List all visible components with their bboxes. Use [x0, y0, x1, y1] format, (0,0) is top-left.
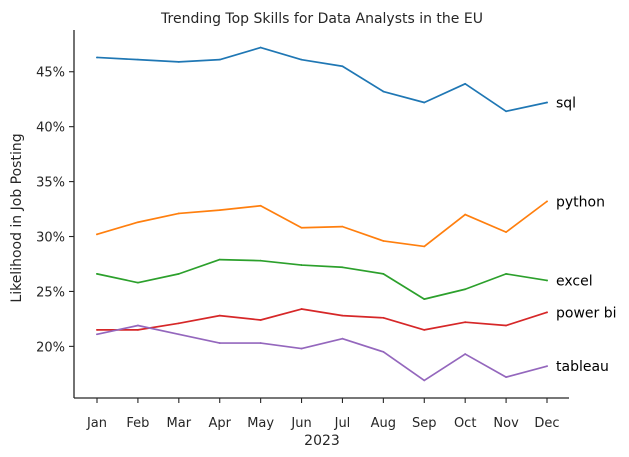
data-point-excel: [382, 272, 385, 275]
data-point-excel: [177, 272, 180, 275]
data-point-sql: [423, 101, 426, 104]
y-tick-label: 30%: [36, 231, 65, 246]
data-point-power-bi: [259, 319, 262, 321]
data-point-python: [300, 226, 303, 229]
data-point-python: [218, 209, 221, 212]
data-point-python: [137, 221, 139, 224]
data-point-power-bi: [96, 328, 98, 331]
y-tick-label: 25%: [36, 285, 65, 300]
data-point-excel: [546, 279, 548, 282]
y-tick-label: 40%: [36, 121, 65, 136]
series-line-power-bi: [96, 308, 548, 331]
x-tick-label: Jun: [290, 416, 311, 431]
data-point-tableau: [218, 342, 221, 344]
series-line-excel: [96, 258, 548, 300]
x-tick-label: Feb: [126, 416, 149, 431]
data-point-tableau: [382, 350, 385, 353]
data-point-python: [546, 200, 548, 203]
x-tick-label: May: [247, 416, 274, 431]
data-point-tableau: [137, 324, 139, 327]
data-point-tableau: [300, 347, 303, 350]
x-tick-label: Apr: [208, 416, 231, 431]
series-label-sql: sql: [556, 96, 576, 112]
x-tick-label: Jan: [86, 416, 107, 431]
data-point-sql: [96, 56, 98, 59]
data-point-tableau: [341, 337, 344, 340]
data-point-power-bi: [137, 328, 139, 331]
data-point-excel: [137, 281, 139, 284]
data-point-tableau: [464, 353, 467, 355]
data-point-power-bi: [341, 314, 344, 317]
data-point-excel: [300, 264, 303, 266]
x-tick-label: Aug: [371, 416, 396, 431]
data-point-tableau: [96, 333, 98, 336]
data-point-tableau: [423, 379, 426, 382]
data-point-power-bi: [505, 324, 507, 327]
data-point-sql: [382, 90, 385, 93]
data-point-sql: [218, 58, 221, 61]
data-point-excel: [96, 272, 98, 275]
data-point-sql: [464, 82, 467, 85]
data-point-sql: [341, 65, 344, 68]
data-point-excel: [259, 259, 262, 262]
y-tick-label: 45%: [36, 66, 65, 81]
series-label-python: python: [556, 194, 605, 210]
data-point-excel: [218, 258, 221, 261]
x-tick-label: Jul: [334, 416, 351, 431]
data-point-excel: [341, 266, 344, 269]
data-point-excel: [423, 298, 426, 301]
data-point-sql: [546, 101, 548, 104]
series-label-power-bi: power bi: [556, 305, 617, 321]
data-point-excel: [505, 272, 507, 275]
x-tick-layer: Jan Feb Mar Apr May Jun Jul Aug Sep Oct Nov Dec: [86, 398, 560, 431]
chart-title: Trending Top Skills for Data Analysts in…: [160, 11, 483, 27]
data-point-sql: [177, 60, 180, 63]
data-point-tableau: [505, 376, 507, 379]
data-point-sql: [137, 58, 139, 61]
data-point-sql: [505, 110, 507, 113]
x-tick-label: Dec: [534, 416, 559, 431]
data-point-power-bi: [464, 321, 467, 324]
data-point-python: [177, 212, 180, 215]
data-point-tableau: [546, 365, 548, 368]
data-point-excel: [464, 288, 467, 291]
y-tick-label: 20%: [36, 340, 65, 355]
data-point-python: [423, 245, 426, 248]
series-label-layer: sql python excel power bi tableau: [556, 96, 617, 376]
data-point-power-bi: [177, 322, 180, 325]
series-line-python: [96, 200, 548, 248]
y-axis-label: Likelihood in Job Posting: [9, 133, 25, 302]
data-point-tableau: [259, 342, 262, 344]
data-point-python: [382, 240, 385, 242]
series-label-excel: excel: [556, 273, 593, 289]
series-line-sql: [96, 46, 548, 113]
series-line-tableau: [96, 324, 548, 382]
data-point-python: [464, 213, 467, 216]
data-point-sql: [259, 46, 262, 49]
y-tick-layer: 20% 25% 30% 35% 40% 45%: [36, 66, 74, 355]
data-point-python: [341, 225, 344, 228]
data-point-power-bi: [382, 316, 385, 319]
x-tick-label: Nov: [493, 416, 519, 431]
y-tick-label: 35%: [36, 176, 65, 191]
series-label-tableau: tableau: [556, 359, 609, 375]
data-point-python: [505, 231, 507, 234]
data-point-tableau: [177, 333, 180, 336]
data-point-python: [259, 204, 262, 207]
x-tick-label: Mar: [167, 416, 192, 431]
data-point-python: [96, 233, 98, 236]
data-point-sql: [300, 58, 303, 61]
x-tick-label: Sep: [412, 416, 437, 431]
data-point-power-bi: [300, 308, 303, 310]
data-point-power-bi: [423, 328, 426, 331]
series-layer: [96, 46, 548, 382]
x-tick-label: Oct: [454, 416, 476, 431]
data-point-power-bi: [218, 314, 221, 317]
data-point-power-bi: [546, 311, 548, 314]
x-axis-label: 2023: [304, 433, 340, 449]
